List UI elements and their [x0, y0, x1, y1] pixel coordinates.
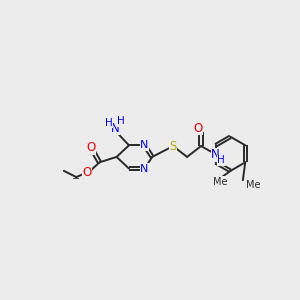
Text: N: N: [111, 122, 119, 135]
Text: O: O: [193, 122, 203, 135]
Text: N: N: [140, 164, 148, 173]
Text: H: H: [105, 118, 113, 128]
Text: H: H: [117, 116, 125, 126]
Text: Me: Me: [246, 180, 260, 190]
Text: O: O: [82, 166, 92, 179]
Text: N: N: [212, 148, 220, 161]
Text: O: O: [86, 141, 96, 154]
Text: S: S: [169, 140, 177, 153]
Text: H: H: [217, 155, 225, 165]
Text: N: N: [140, 140, 148, 150]
Text: Me: Me: [213, 177, 228, 187]
Text: −: −: [72, 174, 80, 184]
